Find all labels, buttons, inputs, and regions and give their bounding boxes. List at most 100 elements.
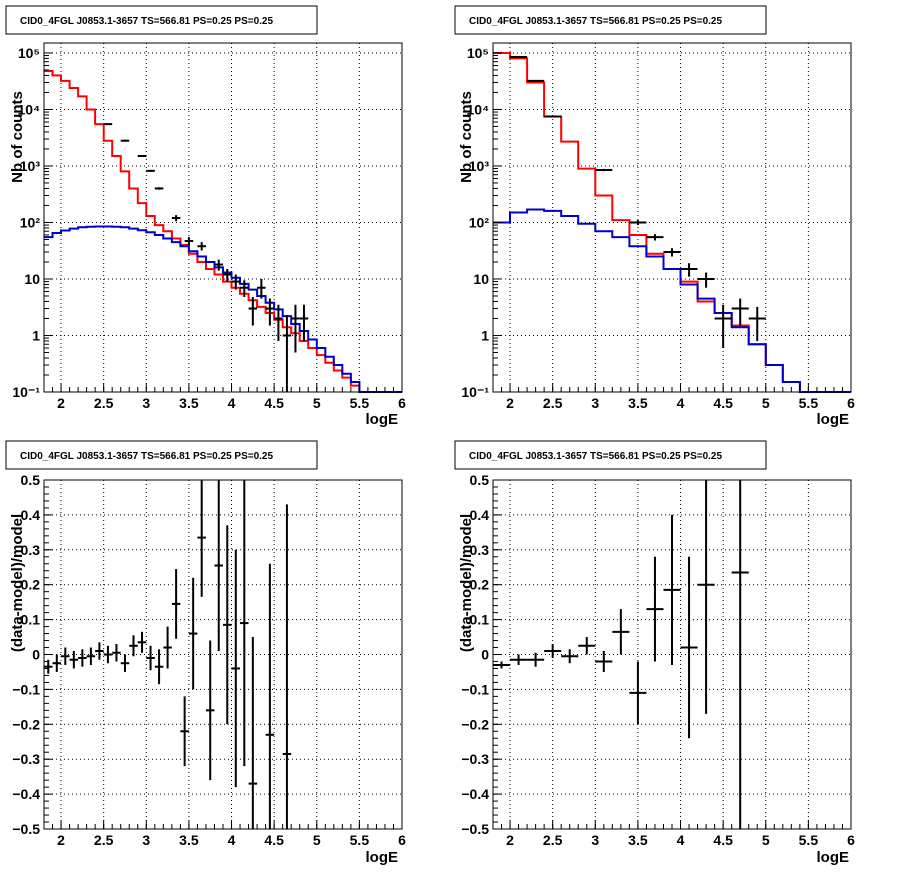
data-point [154, 649, 164, 685]
y-tick-label: −0.4 [12, 786, 40, 802]
panel-counts-left: CID0_4FGL J0853.1-3657 TS=566.81 PS=0.25… [5, 5, 406, 428]
x-axis-label: logE [817, 849, 850, 866]
x-tick-label: 5.5 [799, 395, 819, 411]
data-point [129, 635, 138, 657]
data-point [748, 306, 766, 341]
y-tick-label: 10⁵ [18, 45, 40, 61]
data-point [265, 563, 275, 829]
chart-title: CID0_4FGL J0853.1-3657 TS=566.81 PS=0.25… [20, 16, 273, 27]
x-tick-label: 6 [398, 395, 406, 411]
y-tick-label: 1 [481, 327, 489, 343]
y-tick-label: 0.5 [470, 472, 490, 488]
y-tick-label: −0.2 [461, 716, 489, 732]
data-point [184, 237, 194, 245]
y-axis-label: (data-model)/model [458, 514, 475, 652]
x-tick-label: 4.5 [264, 395, 284, 411]
data-point [223, 525, 232, 725]
y-tick-label: −0.3 [461, 751, 489, 767]
y-tick-label: 0.5 [21, 472, 41, 488]
y-tick-label: 10 [473, 271, 489, 287]
x-tick-label: 2.5 [94, 395, 114, 411]
y-tick-label: 10⁴ [467, 101, 490, 117]
data-point [663, 514, 681, 665]
x-tick-label: 4.5 [713, 395, 733, 411]
data-point [120, 139, 130, 142]
x-axis-label: logE [817, 411, 850, 428]
data-point [188, 577, 198, 690]
data-point [231, 274, 241, 290]
y-axis-label: Nb of counts [458, 91, 475, 183]
x-tick-label: 6 [398, 832, 406, 848]
data-point [731, 480, 749, 829]
data-point [612, 609, 630, 655]
data-point [663, 248, 681, 257]
x-tick-label: 3.5 [179, 395, 199, 411]
y-tick-label: 0.4 [470, 507, 490, 523]
y-tick-label: −0.5 [461, 821, 489, 837]
background-model-series [493, 208, 851, 393]
data-point [103, 123, 113, 126]
data-point [120, 654, 130, 672]
data-point [78, 649, 87, 667]
data-point [231, 549, 241, 788]
y-tick-label: −0.1 [461, 681, 489, 697]
data-point [171, 215, 181, 222]
y-axis-label: Nb of counts [9, 91, 26, 183]
data-point [95, 642, 104, 660]
y-tick-label: 10⁴ [18, 101, 41, 117]
data-point [282, 504, 292, 829]
x-tick-label: 2.5 [94, 832, 114, 848]
data-point [265, 298, 275, 326]
x-tick-label: 2.5 [543, 395, 563, 411]
y-tick-label: 10³ [20, 158, 41, 174]
y-tick-label: −0.2 [12, 716, 40, 732]
x-tick-label: 4 [228, 395, 236, 411]
x-tick-label: 5 [762, 832, 770, 848]
data-point [52, 654, 62, 672]
data-point [274, 304, 283, 341]
data-point [527, 652, 545, 667]
x-tick-label: 2 [506, 832, 514, 848]
data-point [527, 79, 545, 82]
data-point [544, 115, 562, 118]
data-point [61, 647, 70, 665]
data-point [629, 661, 647, 725]
data-point [205, 640, 215, 781]
data-point [697, 480, 715, 714]
data-point [86, 647, 96, 665]
data-point [595, 651, 613, 672]
data-point [697, 272, 715, 288]
chart-title: CID0_4FGL J0853.1-3657 TS=566.81 PS=0.25… [469, 451, 722, 462]
data-point [299, 304, 309, 341]
x-tick-label: 3 [591, 832, 599, 848]
data-point [493, 661, 511, 669]
y-tick-label: −0.3 [12, 751, 40, 767]
background-model-series [44, 225, 402, 393]
data-point [240, 280, 249, 297]
x-tick-label: 2.5 [543, 832, 563, 848]
data-point [257, 278, 266, 299]
x-tick-label: 3.5 [179, 832, 199, 848]
y-tick-label: 0.2 [21, 577, 41, 593]
panel-residuals-right: CID0_4FGL J0853.1-3657 TS=566.81 PS=0.25… [454, 440, 855, 866]
data-point [629, 220, 647, 226]
title-box [454, 440, 767, 470]
x-tick-label: 4 [677, 832, 685, 848]
y-tick-label: 0.1 [21, 612, 41, 628]
y-tick-label: 10⁻¹ [461, 384, 489, 400]
data-point [44, 659, 53, 674]
data-point [137, 631, 147, 653]
data-point [171, 568, 181, 639]
y-tick-label: 10 [24, 271, 40, 287]
data-point [180, 696, 189, 767]
x-tick-label: 4 [677, 395, 685, 411]
data-point [240, 480, 249, 767]
data-point [214, 480, 223, 652]
x-tick-label: 3.5 [628, 832, 648, 848]
data-point [544, 644, 562, 658]
x-tick-label: 5.5 [350, 395, 370, 411]
plot-frame [492, 42, 852, 393]
data-point [214, 259, 223, 271]
panel-residuals-left: CID0_4FGL J0853.1-3657 TS=566.81 PS=0.25… [5, 440, 406, 866]
